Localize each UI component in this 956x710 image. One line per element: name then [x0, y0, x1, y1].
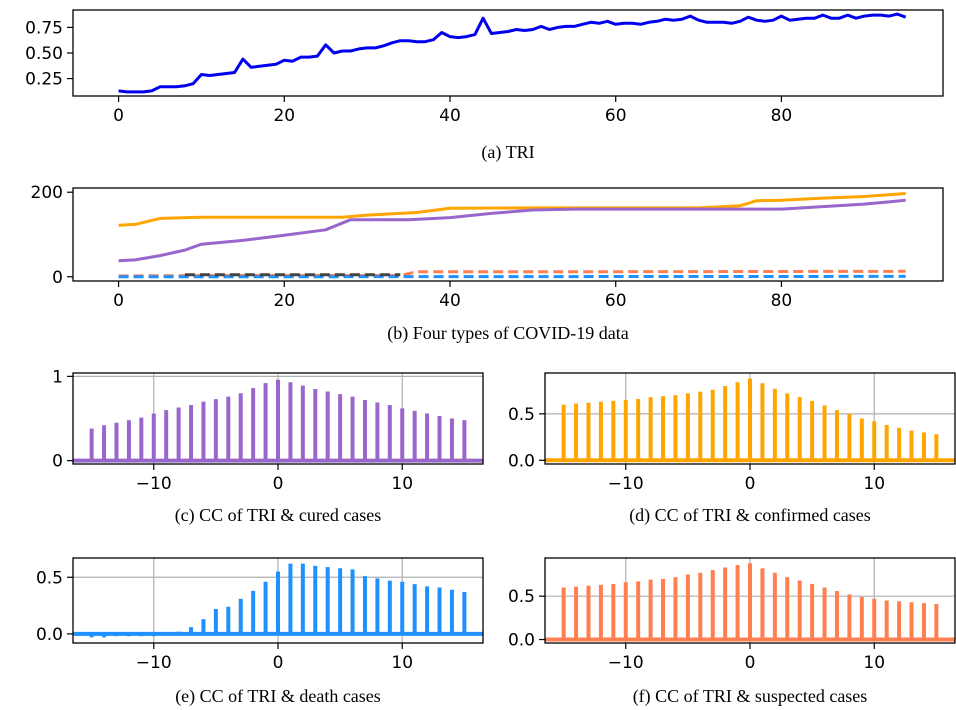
y-tick-label: 0.5: [508, 405, 535, 425]
x-tick-label: 40: [439, 106, 461, 126]
y-tick-label: 0.25: [25, 70, 63, 90]
x-tick-label: −10: [608, 653, 644, 673]
x-tick-label: 20: [273, 106, 295, 126]
x-tick-label: 10: [391, 474, 413, 494]
chart-caption: (b) Four types of COVID-19 data: [387, 323, 628, 344]
y-tick-label: 0.75: [25, 18, 63, 38]
x-tick-label: −10: [608, 474, 644, 494]
x-tick-label: 80: [771, 291, 793, 311]
chart-caption: (e) CC of TRI & death cases: [175, 686, 381, 707]
series-line-1: [118, 198, 906, 263]
y-tick-label: 200: [31, 183, 63, 203]
chart-a: 0 20 40 60 80 0.25 0.50 0.75 (a) TRI: [25, 9, 944, 163]
chart-b: 0 20 40 60 80 0 200 (b) Four types of COVID-19 …: [31, 183, 944, 344]
y-tick-label: 0.5: [36, 568, 63, 588]
y-tick-label: 0.0: [508, 451, 535, 471]
x-tick-label: 0: [273, 474, 284, 494]
x-tick-label: −10: [136, 474, 172, 494]
x-tick-label: 10: [863, 653, 885, 673]
plot-area: [73, 563, 483, 638]
y-tick-label: 0: [52, 452, 63, 472]
y-tick-label: 1: [52, 367, 63, 387]
x-tick-label: 0: [113, 106, 124, 126]
x-tick-label: 0: [113, 291, 124, 311]
x-tick-label: 0: [745, 653, 756, 673]
y-tick-label: 0.50: [25, 44, 63, 64]
x-tick-label: 20: [273, 291, 295, 311]
chart-e: −10 0 10 0.0 0.5 (e) CC of TRI & death cases: [36, 557, 484, 707]
plot-area: [118, 12, 907, 94]
series-line-0: [118, 12, 907, 94]
y-tick-label: 0: [52, 268, 63, 288]
chart-c: −10 0 10 0 1 (c) CC of TRI & cured cases: [52, 367, 484, 526]
x-tick-label: 10: [391, 653, 413, 673]
chart-caption: (c) CC of TRI & cured cases: [175, 505, 382, 526]
y-tick-label: 0.0: [508, 631, 535, 651]
chart-caption: (f) CC of TRI & suspected cases: [633, 686, 868, 707]
plot-area: [545, 378, 955, 463]
plot-area: [118, 192, 906, 279]
axes-frame: [72, 187, 944, 282]
y-tick-label: 0.5: [508, 587, 535, 607]
x-tick-label: 80: [771, 106, 793, 126]
x-tick-label: 10: [863, 474, 885, 494]
series-line-0: [118, 192, 906, 227]
series-line-2: [118, 269, 906, 278]
chart-caption: (d) CC of TRI & confirmed cases: [629, 505, 871, 526]
axes-frame: [72, 9, 944, 97]
x-tick-label: 0: [273, 653, 284, 673]
y-tick-label: 0.0: [36, 625, 63, 645]
x-tick-label: 60: [605, 106, 627, 126]
x-tick-label: 0: [745, 474, 756, 494]
chart-f: −10 0 10 0.0 0.5 (f) CC of TRI & suspected ca…: [508, 557, 956, 707]
chart-caption: (a) TRI: [481, 142, 534, 163]
plot-area: [545, 563, 955, 642]
x-tick-label: 40: [439, 291, 461, 311]
plot-area: [73, 379, 483, 463]
chart-d: −10 0 10 0.0 0.5 (d) CC of TRI & confirmed ca…: [508, 372, 956, 526]
x-tick-label: 60: [605, 291, 627, 311]
x-tick-label: −10: [136, 653, 172, 673]
